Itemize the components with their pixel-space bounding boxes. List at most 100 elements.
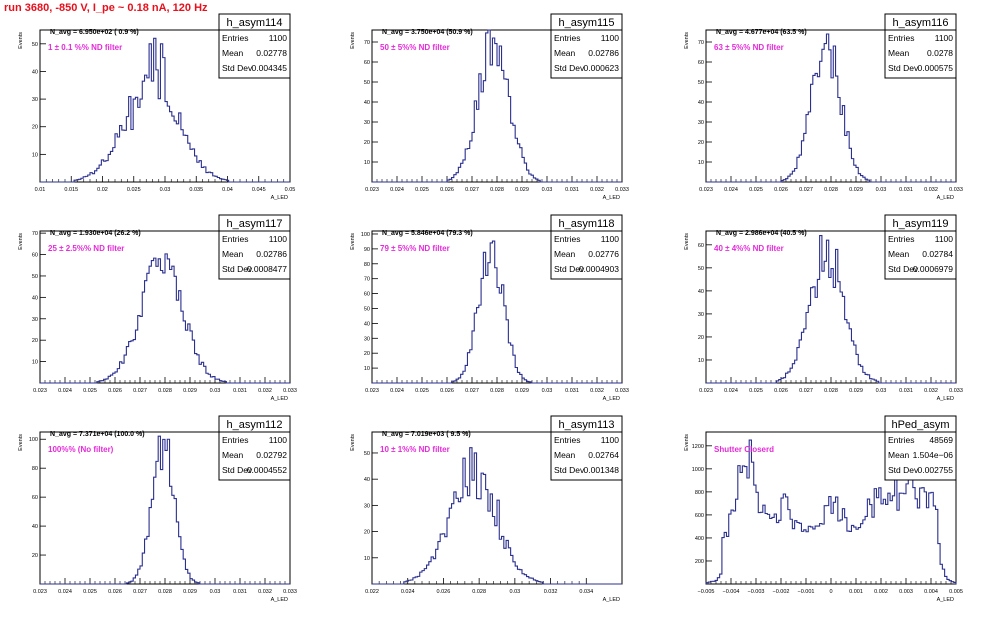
x-tick-label: 0.024 xyxy=(724,187,738,193)
stats-std-dev-value: 0.004345 xyxy=(252,63,288,73)
stats-entries-label: Entries xyxy=(222,234,248,244)
filter-label: 1 ± 0.1 %% ND filter xyxy=(48,43,122,52)
n-avg-label: N_avg = 7.019e+03 ( 9.5 %) xyxy=(382,431,471,438)
y-tick-label: 800 xyxy=(695,490,704,496)
stats-std-dev-value: 0.0004552 xyxy=(247,465,287,475)
stats-std-dev-value: 0.001348 xyxy=(584,465,620,475)
y-tick-label: 50 xyxy=(698,80,704,86)
stats-entries-value: 1100 xyxy=(269,33,288,43)
x-tick-label: 0.026 xyxy=(440,187,454,193)
y-tick-label: 10 xyxy=(364,160,370,166)
y-tick-label: 20 xyxy=(698,335,704,341)
stats-mean-value: 0.02764 xyxy=(588,450,619,460)
x-tick-label: 0.027 xyxy=(465,187,479,193)
y-tick-label: 60 xyxy=(698,243,704,249)
y-tick-label: 80 xyxy=(364,262,370,268)
x-axis-label: A_LED xyxy=(937,195,954,201)
stats-mean-label: Mean xyxy=(222,450,244,460)
stats-mean-value: 1.504e−06 xyxy=(913,450,954,460)
stats-entries-label: Entries xyxy=(888,33,914,43)
x-tick-label: 0.025 xyxy=(749,388,763,394)
y-tick-label: 40 xyxy=(32,295,38,301)
histogram-panel-h_asym112: 20 40 60 80 100 Events 0.023 0.024 0.025 0.026 0.0… xyxy=(18,415,297,603)
y-tick-label: 30 xyxy=(364,336,370,342)
x-tick-label: 0.032 xyxy=(924,187,938,193)
stats-entries-value: 1100 xyxy=(601,33,620,43)
stats-mean-label: Mean xyxy=(888,249,910,259)
stats-entries-label: Entries xyxy=(554,234,580,244)
x-tick-label: 0.028 xyxy=(824,388,838,394)
stats-std-dev-label: Std Dev xyxy=(554,63,585,73)
y-tick-label: 30 xyxy=(698,120,704,126)
y-axis-label: Events xyxy=(350,434,356,451)
stats-box xyxy=(218,13,291,79)
stats-entries-value: 1100 xyxy=(269,435,288,445)
stats-box xyxy=(218,415,291,481)
stats-box xyxy=(550,214,623,280)
y-tick-label: 10 xyxy=(698,358,704,364)
stats-mean-value: 0.02778 xyxy=(256,48,287,58)
y-tick-label: 10 xyxy=(364,366,370,372)
y-tick-label: 80 xyxy=(32,466,38,472)
y-tick-label: 30 xyxy=(32,97,38,103)
histogram-panel-h_asym117: 10 20 30 40 50 60 70 Events 0.023 0.024 0.025 0.026… xyxy=(18,214,297,402)
histogram-name: h_asym118 xyxy=(558,218,614,230)
y-axis-label: Events xyxy=(684,434,690,451)
x-tick-label: 0.023 xyxy=(33,589,47,595)
stats-entries-label: Entries xyxy=(554,435,580,445)
x-tick-label: 0.05 xyxy=(285,187,296,193)
stats-std-dev-value: 0.000575 xyxy=(918,63,954,73)
x-axis-label: A_LED xyxy=(271,195,288,201)
stats-std-dev-label: Std Dev xyxy=(222,465,253,475)
y-tick-label: 1000 xyxy=(692,467,704,473)
x-axis-label: A_LED xyxy=(271,597,288,603)
y-tick-label: 60 xyxy=(32,253,38,259)
x-tick-label: 0.025 xyxy=(127,187,141,193)
y-tick-label: 90 xyxy=(364,247,370,253)
x-tick-label: 0.033 xyxy=(283,388,297,394)
y-tick-label: 30 xyxy=(364,120,370,126)
x-tick-label: −0.005 xyxy=(698,589,715,595)
filter-label: 50 ± 5%% ND filter xyxy=(380,43,450,52)
x-tick-label: 0.015 xyxy=(64,187,78,193)
y-tick-label: 1200 xyxy=(692,444,704,450)
stats-mean-label: Mean xyxy=(222,48,244,58)
y-tick-label: 70 xyxy=(698,40,704,46)
x-tick-label: 0.028 xyxy=(490,388,504,394)
x-tick-label: 0.026 xyxy=(437,589,451,595)
y-tick-label: 40 xyxy=(32,69,38,75)
stats-std-dev-label: Std Dev xyxy=(554,465,585,475)
stats-box xyxy=(550,415,623,481)
y-tick-label: 100 xyxy=(29,437,38,443)
x-tick-label: 0.032 xyxy=(590,187,604,193)
stats-std-dev-value: 0.0006979 xyxy=(913,264,953,274)
x-tick-label: −0.001 xyxy=(798,589,815,595)
x-tick-label: 0.024 xyxy=(390,187,404,193)
x-tick-label: 0.029 xyxy=(183,589,197,595)
y-tick-label: 10 xyxy=(364,556,370,562)
stats-entries-label: Entries xyxy=(888,435,914,445)
n-avg-label: N_avg = 5.846e+04 (79.3 %) xyxy=(382,230,473,237)
x-tick-label: 0.026 xyxy=(440,388,454,394)
x-tick-label: 0.024 xyxy=(401,589,415,595)
histogram-name: hPed_asym xyxy=(891,419,949,431)
stats-entries-label: Entries xyxy=(554,33,580,43)
y-tick-label: 50 xyxy=(32,42,38,48)
y-tick-label: 70 xyxy=(364,277,370,283)
stats-mean-value: 0.02784 xyxy=(922,249,953,259)
histogram-name: h_asym113 xyxy=(558,419,614,431)
stats-entries-label: Entries xyxy=(888,234,914,244)
x-tick-label: 0.028 xyxy=(158,589,172,595)
y-axis-label: Events xyxy=(18,233,24,250)
histogram-panel-h_asym119: 10 20 30 40 50 60 Events 0.023 0.024 0.025 0.026 0.… xyxy=(684,214,963,402)
filter-label: 25 ± 2.5%% ND filter xyxy=(48,244,124,253)
stats-std-dev-label: Std Dev xyxy=(554,264,585,274)
x-tick-label: −0.002 xyxy=(773,589,790,595)
x-tick-label: 0.031 xyxy=(233,589,247,595)
histogram-name: h_asym119 xyxy=(892,218,948,230)
x-tick-label: 0.03 xyxy=(542,388,553,394)
stats-std-dev-value: 0.0008477 xyxy=(247,264,287,274)
stats-entries-label: Entries xyxy=(222,435,248,445)
x-axis-label: A_LED xyxy=(603,597,620,603)
x-tick-label: 0.03 xyxy=(876,388,887,394)
